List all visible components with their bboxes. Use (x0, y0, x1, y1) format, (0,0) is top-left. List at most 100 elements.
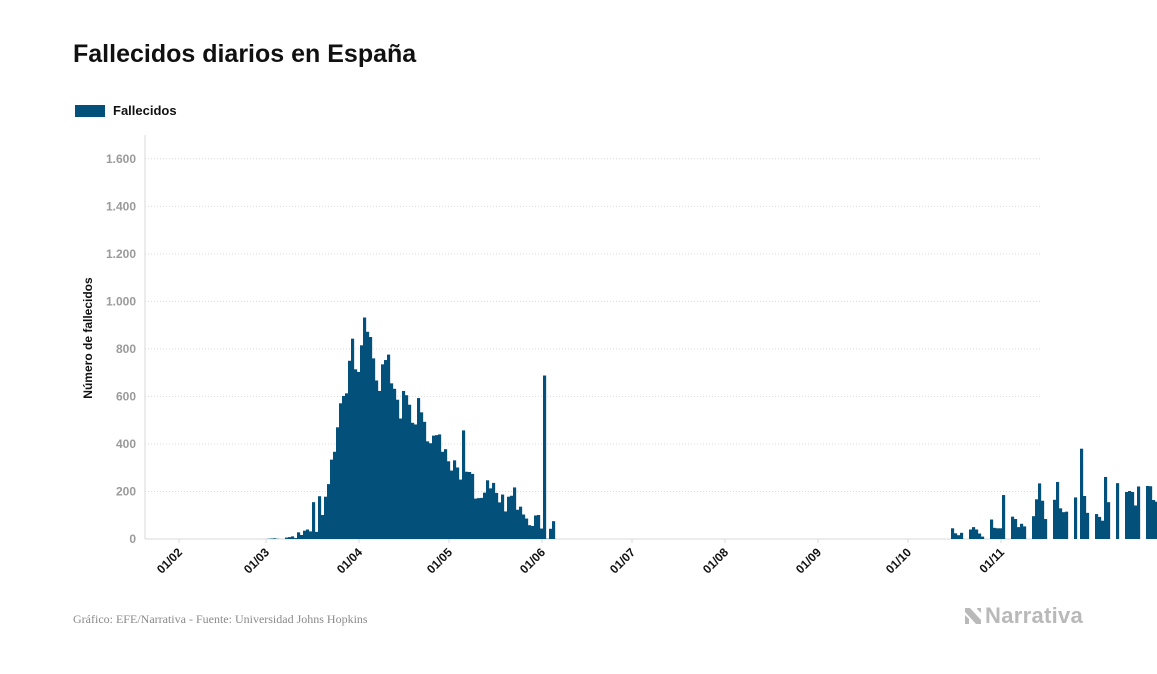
bar (477, 498, 481, 539)
x-tick-label: 01/02 (154, 545, 185, 576)
bar (483, 492, 487, 539)
bar (360, 345, 364, 539)
bar (441, 451, 445, 539)
bar (273, 538, 277, 539)
bar (390, 383, 394, 539)
x-tick-label: 01/08 (700, 545, 731, 576)
bar (384, 360, 388, 539)
bar (489, 488, 493, 539)
bar (285, 537, 289, 539)
bar (996, 528, 1000, 539)
bar (471, 473, 475, 539)
bar (354, 369, 358, 539)
bar (981, 536, 985, 539)
bar (978, 533, 982, 539)
bar (504, 511, 508, 539)
bar (1017, 527, 1021, 539)
bar (408, 404, 412, 539)
y-tick-label: 1.000 (106, 294, 136, 308)
bar (1032, 516, 1036, 539)
bar (369, 337, 373, 539)
bar (525, 518, 529, 539)
bar (426, 441, 430, 539)
bar (531, 525, 535, 539)
bar (969, 529, 973, 539)
y-tick-label: 1.600 (106, 152, 136, 166)
bar (513, 487, 517, 539)
narrativa-n-icon (965, 608, 981, 624)
bar (330, 459, 334, 539)
y-tick-label: 1.400 (106, 199, 136, 213)
bar (351, 338, 355, 539)
bar (1056, 481, 1060, 539)
bar (357, 371, 361, 539)
bar (540, 528, 544, 539)
bar (366, 331, 370, 539)
x-tick-label: 01/07 (607, 545, 638, 576)
bar (1101, 520, 1105, 539)
bar (1104, 476, 1108, 539)
x-tick-label: 01/10 (883, 545, 914, 576)
bar (1137, 486, 1141, 539)
bar (450, 470, 454, 539)
bar (423, 421, 427, 539)
bar (1116, 483, 1120, 539)
bar (402, 390, 406, 539)
bar (309, 531, 313, 539)
bar (465, 471, 469, 539)
y-tick-label: 600 (116, 389, 136, 403)
y-axis-ticks: 0 200 400 600 800 1.000 1.200 1.400 1.600 (106, 152, 136, 546)
y-tick-label: 200 (116, 484, 136, 498)
bar (972, 527, 976, 539)
bar (420, 412, 424, 539)
bar (954, 533, 958, 539)
bar (297, 532, 301, 539)
bar (537, 514, 541, 539)
bar (339, 403, 343, 539)
bar (411, 422, 415, 539)
x-tick-label: 01/04 (334, 545, 365, 576)
bar (438, 434, 442, 539)
bar (375, 380, 379, 539)
bar (1011, 516, 1015, 539)
bar (321, 514, 325, 539)
bar (1062, 512, 1066, 539)
bar (480, 497, 484, 539)
bar (336, 427, 340, 539)
bar (1035, 499, 1039, 539)
bar (288, 537, 292, 539)
bar (1149, 486, 1153, 539)
bar (447, 461, 451, 539)
x-tick-label: 01/05 (424, 545, 455, 576)
bar (432, 435, 436, 539)
bar (1134, 505, 1138, 539)
bar (507, 496, 511, 539)
bar (990, 519, 994, 539)
bar (519, 506, 523, 539)
bar (318, 496, 322, 539)
bar (312, 502, 316, 539)
x-tick-label: 01/06 (517, 545, 548, 576)
bar (303, 530, 307, 539)
gridlines (144, 135, 1042, 540)
bar (1107, 502, 1111, 539)
bar (372, 358, 376, 539)
bar (1002, 495, 1006, 539)
y-tick-label: 400 (116, 437, 136, 451)
bar (1080, 448, 1084, 539)
bar (549, 528, 553, 539)
bar (1065, 511, 1069, 539)
bar (1059, 508, 1063, 539)
bar (498, 502, 502, 539)
bar (516, 509, 520, 539)
bar (993, 527, 997, 539)
bar (324, 496, 328, 539)
bar (1038, 483, 1042, 539)
legend-label: Fallecidos (113, 103, 177, 118)
x-axis-ticks: 01/02 01/03 01/04 01/05 01/06 01/07 01/08 01/09… (154, 539, 1007, 576)
x-tick-label: 01/09 (793, 545, 824, 576)
legend-swatch (75, 104, 105, 117)
bar (396, 399, 400, 539)
y-tick-label: 1.200 (106, 247, 136, 261)
